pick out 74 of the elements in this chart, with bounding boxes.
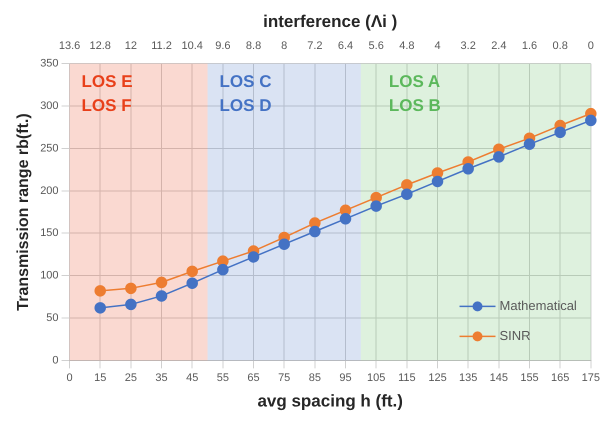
point: [524, 138, 536, 150]
point: [340, 213, 352, 225]
x2-tick-label: 5.6: [368, 40, 384, 52]
x-tick-label: 155: [520, 372, 539, 384]
point: [186, 266, 198, 278]
x2-tick-label: 10.4: [181, 40, 203, 52]
point: [493, 151, 505, 163]
x2-tick-label: 6.4: [338, 40, 354, 52]
point: [554, 126, 566, 138]
x2-tick-label: 8: [281, 40, 288, 52]
x-tick-label: 45: [186, 372, 198, 384]
x2-tick-label: 3.2: [460, 40, 476, 52]
x-tick-label: 75: [278, 372, 290, 384]
point: [217, 264, 229, 276]
point: [401, 179, 413, 191]
x2-tick-label: 13.6: [58, 40, 80, 52]
x-tick-label: 115: [398, 372, 416, 384]
x2-tick-label: 0: [588, 40, 594, 52]
x2-tick-label: 1.6: [522, 40, 538, 52]
y-tick-label: 300: [40, 100, 59, 112]
x-tick-label: 135: [458, 372, 478, 384]
point: [125, 298, 137, 310]
point: [186, 277, 198, 289]
x2-tick-label: 8.8: [246, 40, 262, 52]
point: [309, 226, 321, 238]
x-tick-label: 175: [582, 372, 600, 384]
point: [278, 238, 290, 250]
y-axis-title: Transmission range rb(ft.): [15, 113, 32, 311]
x-tick-label: 105: [367, 372, 386, 384]
x-axis-title: avg spacing h (ft.): [257, 391, 403, 410]
x-tick-label: 95: [339, 372, 352, 384]
y-tick-label: 0: [52, 354, 59, 366]
band-label: LOS C LOS D: [220, 72, 272, 115]
x2-tick-label: 9.6: [215, 40, 231, 52]
y-tick-label: 250: [40, 142, 59, 154]
x-tick-label: 165: [550, 372, 570, 384]
y-tick-label: 50: [46, 312, 59, 324]
x-tick-label: 0: [66, 372, 73, 384]
x-tick-label: 145: [490, 372, 508, 384]
band-label: LOS A LOS B: [388, 72, 441, 115]
x2-tick-label: 4.8: [399, 40, 414, 52]
y-tick-label: 350: [40, 58, 59, 70]
x2-tick-label: 7.2: [307, 40, 323, 52]
x-tick-label: 15: [94, 372, 106, 384]
point: [94, 285, 106, 297]
point: [432, 176, 444, 188]
x-tick-label: 55: [216, 372, 229, 384]
x2-axis-title: interference (Λi ): [263, 12, 398, 31]
point: [94, 302, 106, 314]
point: [156, 276, 168, 288]
x-tick-label: 125: [428, 372, 447, 384]
x2-tick-label: 2.4: [491, 40, 506, 52]
x-tick-label: 35: [155, 372, 168, 384]
x-tick-label: 65: [247, 372, 260, 384]
x-tick-label: 85: [308, 372, 321, 384]
point: [370, 200, 382, 212]
y-tick-label: 100: [40, 270, 59, 282]
x-tick-label: 25: [124, 372, 138, 384]
point: [125, 282, 137, 294]
point: [156, 290, 168, 302]
x2-tick-label: 11.2: [151, 40, 172, 52]
legend-label: Mathematical: [500, 298, 577, 313]
point: [585, 114, 597, 126]
band-label: LOS E LOS F: [82, 72, 133, 115]
x2-tick-label: 12: [124, 40, 138, 52]
y-tick-label: 200: [40, 184, 59, 197]
point: [462, 163, 474, 174]
x2-tick-label: 4: [434, 40, 441, 52]
x2-tick-label: 12.8: [90, 40, 111, 52]
legend-label: SINR: [500, 328, 531, 343]
point: [401, 188, 413, 200]
point: [248, 251, 260, 263]
x2-tick-label: 0.8: [552, 40, 568, 52]
y-tick-label: 150: [40, 227, 59, 240]
